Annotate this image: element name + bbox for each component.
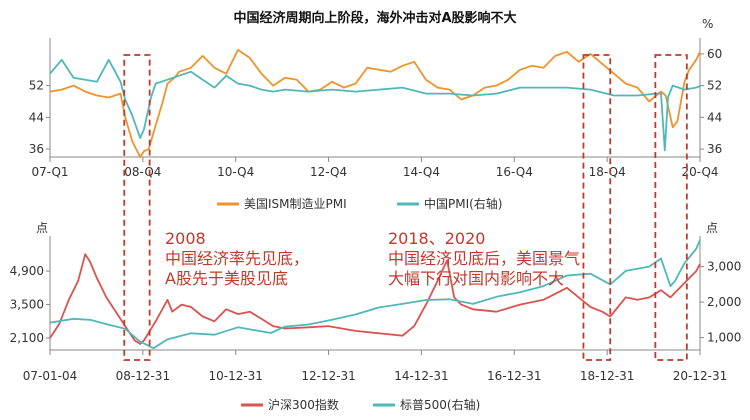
right-y-tick-label: 36 (707, 142, 722, 156)
right-y-tick-label: 52 (707, 79, 722, 93)
series-line (49, 49, 701, 158)
legend-label: 沪深300指数 (268, 397, 339, 412)
x-tick-label: 08-Q4 (124, 165, 161, 179)
x-tick-label: 18-12-31 (580, 369, 634, 383)
annotation-text: 大幅下行对国内影响不大 (388, 269, 564, 288)
annotation-text: 2008 (165, 229, 206, 248)
legend-label: 标普500(右轴) (400, 397, 480, 412)
bottom-chart: 07-01-04 08-12-31 10-12-31 12-12-31 14-12-31… (10, 221, 742, 383)
annotation-text: 中国经济率先见底， (165, 249, 309, 268)
left-y-tick-label: 3,500 (10, 298, 44, 312)
annotation-text: 2018、2020 (388, 229, 485, 248)
x-tick-label: 14-Q4 (403, 165, 440, 179)
x-tick-label: 10-Q4 (217, 165, 254, 179)
right-y-tick-label: 1,000 (707, 331, 741, 345)
x-tick-label: 16-Q4 (496, 165, 533, 179)
top-chart: 07-Q1 08-Q4 10-Q4 12-Q4 14-Q4 16-Q4 18-Q4 20-Q4… (29, 17, 723, 179)
left-y-tick-label: 4,900 (10, 264, 44, 278)
x-tick-label: 10-12-31 (208, 369, 262, 383)
left-y-tick-label: 36 (29, 142, 44, 156)
x-tick-label: 20-Q4 (681, 165, 718, 179)
highlight-box (582, 54, 612, 361)
series-line (49, 239, 701, 350)
unit-label: % (702, 17, 713, 31)
series-line (49, 58, 701, 152)
x-tick-label: 07-01-04 (23, 369, 77, 383)
x-tick-label: 20-12-31 (673, 369, 727, 383)
annotation-text: A股先于美股见底 (165, 269, 288, 288)
right-y-tick-label: 3,000 (707, 260, 741, 274)
x-tick-label: 14-12-31 (394, 369, 448, 383)
left-y-tick-label: 52 (29, 79, 44, 93)
right-y-tick-label: 2,000 (707, 295, 741, 309)
highlight-box (654, 54, 688, 361)
x-tick-label: 16-12-31 (487, 369, 541, 383)
annotation-text: 中国经济见底后，美国景气 (388, 249, 580, 268)
unit-label-right: 点 (706, 221, 718, 235)
left-y-tick-label: 44 (29, 110, 44, 124)
x-tick-label: 18-Q4 (589, 165, 626, 179)
legend-label: 中国PMI(右轴) (424, 196, 503, 211)
chart-title: 中国经济周期向上阶段，海外冲击对A股影响不大 (233, 10, 516, 26)
legends: 美国ISM制造业PMI 中国PMI(右轴) 沪深300指数 标普500(右轴) (217, 196, 503, 412)
unit-label-left: 点 (36, 221, 48, 235)
series-line (49, 253, 701, 345)
legend-label: 美国ISM制造业PMI (244, 197, 347, 211)
highlight-boxes (123, 54, 688, 361)
highlight-box (123, 54, 151, 361)
x-tick-label: 12-Q4 (310, 165, 347, 179)
x-tick-label: 12-12-31 (301, 369, 355, 383)
right-y-tick-label: 60 (707, 47, 722, 61)
x-tick-label: 08-12-31 (116, 369, 170, 383)
right-y-tick-label: 44 (707, 110, 722, 124)
x-tick-label: 07-Q1 (31, 165, 68, 179)
left-y-tick-label: 2,100 (10, 331, 44, 345)
